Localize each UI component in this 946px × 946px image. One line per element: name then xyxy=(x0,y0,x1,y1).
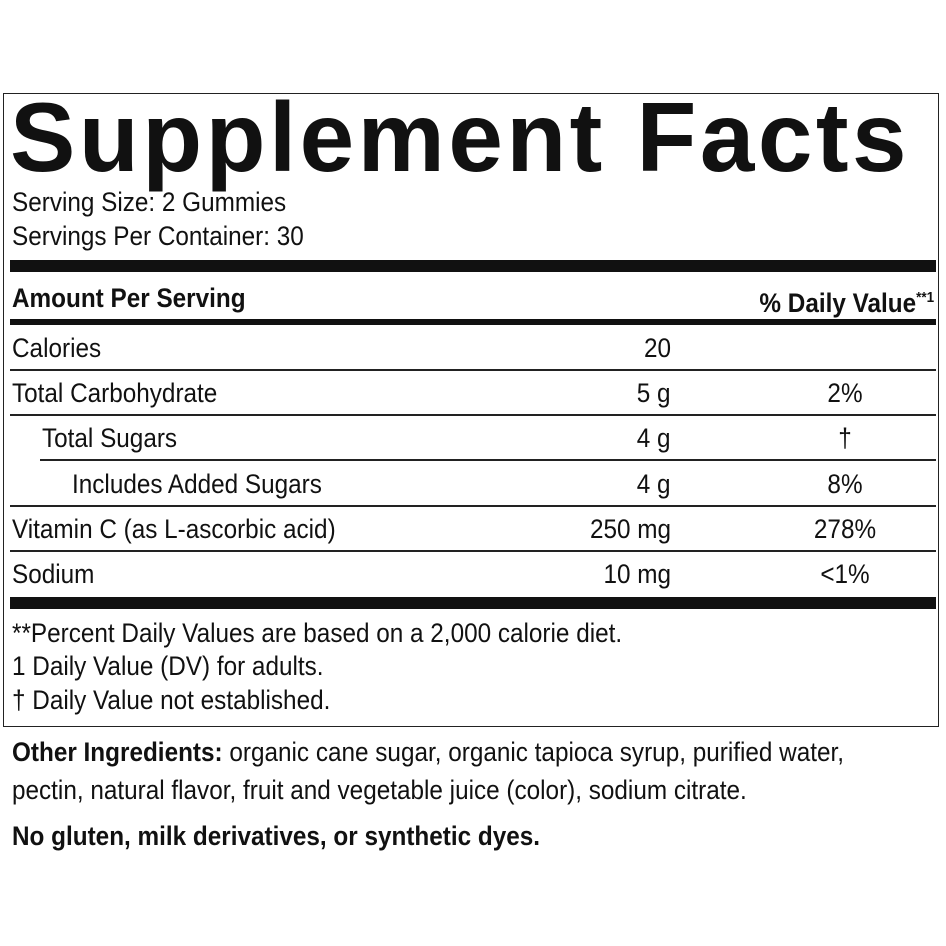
nutrient-dv: 2% xyxy=(827,378,863,408)
other-ingredients-label: Other Ingredients: xyxy=(12,737,223,767)
footnote-not-established: † Daily Value not established. xyxy=(12,685,331,715)
thick-divider xyxy=(10,260,936,272)
row-divider xyxy=(10,550,936,552)
nutrient-dv: 278% xyxy=(813,514,877,544)
footnote-adults: 1 Daily Value (DV) for adults. xyxy=(12,651,324,681)
nutrient-name: Sodium xyxy=(12,559,95,589)
daily-value-footnote-mark: **1 xyxy=(915,289,934,306)
nutrient-amount: 250 mg xyxy=(589,514,671,544)
servings-per-container: Servings Per Container: 30 xyxy=(12,221,304,251)
row-divider xyxy=(10,369,936,371)
nutrient-dv: <1% xyxy=(820,559,870,589)
nutrient-amount: 4 g xyxy=(637,423,671,453)
amount-per-serving-header: Amount Per Serving xyxy=(12,283,246,313)
nutrient-amount: 10 mg xyxy=(603,559,671,589)
nutrient-name: Calories xyxy=(12,333,102,363)
row-divider xyxy=(10,505,936,507)
other-ingredients-line1: organic cane sugar, organic tapioca syru… xyxy=(222,737,844,767)
nutrient-dv: 8% xyxy=(827,469,863,499)
footnote-daily-values: **Percent Daily Values are based on a 2,… xyxy=(12,618,623,648)
medium-divider xyxy=(10,319,936,325)
nutrient-amount: 4 g xyxy=(637,469,671,499)
daily-value-label: % Daily Value xyxy=(759,288,916,318)
supplement-facts-panel xyxy=(3,93,939,727)
other-ingredients: Other Ingredients: organic cane sugar, o… xyxy=(12,737,844,767)
nutrient-name: Includes Added Sugars xyxy=(72,469,322,499)
nutrient-amount: 5 g xyxy=(637,378,671,408)
nutrient-name: Vitamin C (as L-ascorbic acid) xyxy=(12,514,336,544)
row-divider xyxy=(10,414,936,416)
free-from-statement: No gluten, milk derivatives, or syntheti… xyxy=(12,821,541,851)
serving-size: Serving Size: 2 Gummies xyxy=(12,187,287,217)
row-divider xyxy=(40,459,936,461)
daily-value-header: % Daily Value**1 xyxy=(759,283,934,318)
nutrient-amount: 20 xyxy=(643,333,671,363)
other-ingredients-line2: pectin, natural flavor, fruit and vegeta… xyxy=(12,775,747,805)
nutrient-name: Total Sugars xyxy=(42,423,178,453)
nutrient-name: Total Carbohydrate xyxy=(12,378,218,408)
panel-title: Supplement Facts xyxy=(10,82,911,192)
thick-divider xyxy=(10,597,936,609)
nutrient-dv: † xyxy=(838,423,852,453)
